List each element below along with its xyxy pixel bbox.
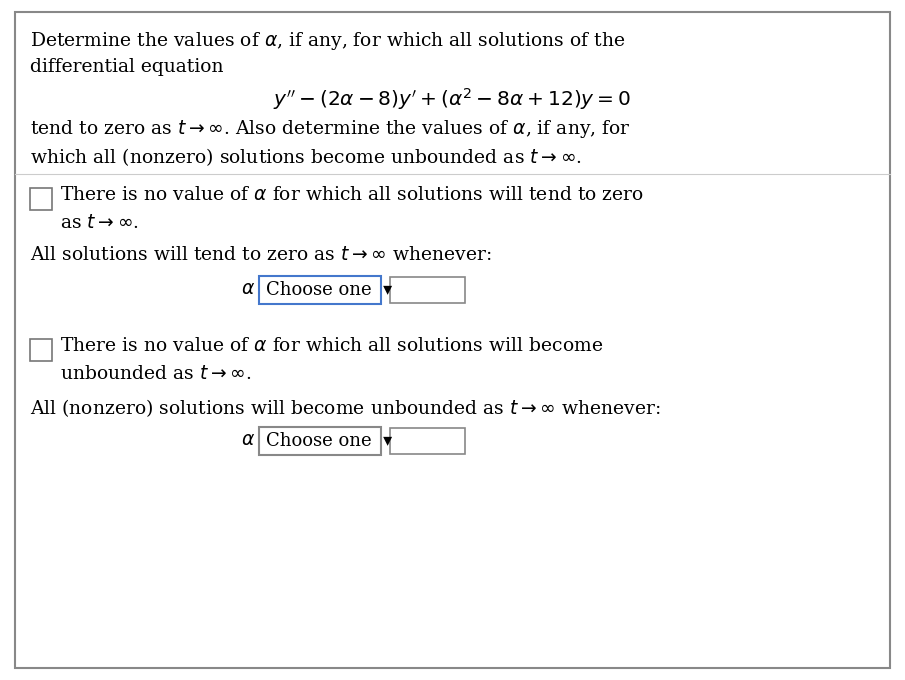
Text: Choose one  ▾: Choose one ▾: [266, 432, 392, 450]
Text: All (nonzero) solutions will become unbounded as $t \rightarrow \infty$ whenever: All (nonzero) solutions will become unbo…: [30, 397, 661, 419]
Text: tend to zero as $t \rightarrow \infty$. Also determine the values of $\alpha$, i: tend to zero as $t \rightarrow \infty$. …: [30, 118, 631, 140]
Bar: [30, 188, 52, 210]
Bar: [390, 277, 465, 303]
Text: $\alpha$: $\alpha$: [241, 431, 255, 449]
Text: Choose one  ▾: Choose one ▾: [266, 281, 392, 299]
Bar: [390, 428, 465, 454]
Text: differential equation: differential equation: [30, 58, 224, 76]
Text: Determine the values of $\alpha$, if any, for which all solutions of the: Determine the values of $\alpha$, if any…: [30, 30, 625, 52]
Text: which all (nonzero) solutions become unbounded as $t \rightarrow \infty$.: which all (nonzero) solutions become unb…: [30, 146, 582, 168]
Text: unbounded as $t \rightarrow \infty$.: unbounded as $t \rightarrow \infty$.: [60, 365, 252, 383]
Text: There is no value of $\alpha$ for which all solutions will tend to zero: There is no value of $\alpha$ for which …: [60, 186, 644, 204]
Text: $\alpha$: $\alpha$: [241, 280, 255, 298]
FancyBboxPatch shape: [259, 427, 381, 455]
FancyBboxPatch shape: [259, 276, 381, 304]
Text: All solutions will tend to zero as $t \rightarrow \infty$ whenever:: All solutions will tend to zero as $t \r…: [30, 246, 491, 264]
Bar: [30, 339, 52, 361]
Text: as $t \rightarrow \infty$.: as $t \rightarrow \infty$.: [60, 214, 138, 232]
Text: There is no value of $\alpha$ for which all solutions will become: There is no value of $\alpha$ for which …: [60, 337, 603, 355]
Text: $y^{\prime\prime} - (2\alpha - 8)y^{\prime} + (\alpha^2 - 8\alpha + 12)y = 0$: $y^{\prime\prime} - (2\alpha - 8)y^{\pri…: [273, 86, 631, 112]
